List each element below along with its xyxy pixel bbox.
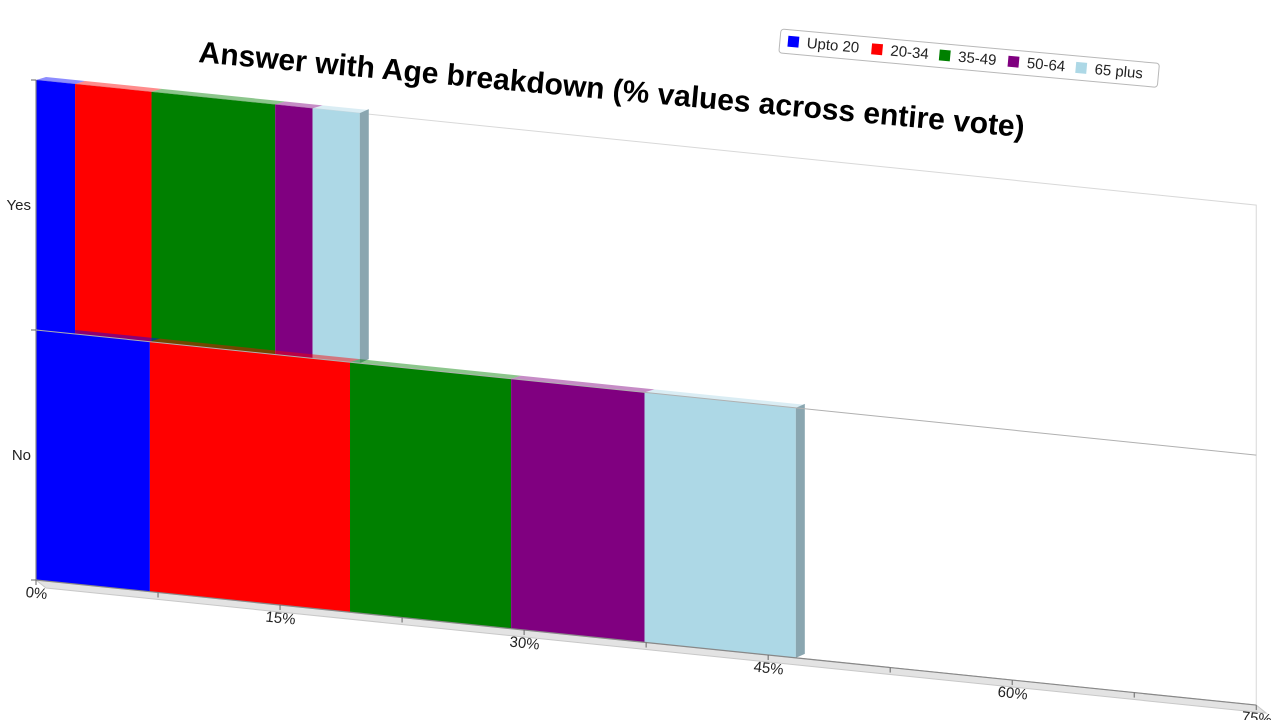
legend-label-50-64: 50-64 [1026,55,1066,75]
bar-top-no-65-plus [644,389,806,408]
bar-top-no-20-34 [149,338,361,363]
legend: Upto 20 20-34 35-49 50-64 65 plus [778,28,1160,88]
legend-label-20-34: 20-34 [890,43,930,63]
bar-no-50-64 [511,378,645,643]
category-divider [35,329,1257,456]
bar-yes-20-34 [75,84,152,342]
category-label-yes: Yes [7,197,31,214]
bar-top-yes-upto-20 [36,77,86,85]
bar-top-no-upto-20 [36,327,160,342]
bar-yes-50-64 [275,104,313,359]
x-tick-label-3: 45% [753,659,785,679]
bar-no-20-34 [149,341,351,613]
bar-no-upto-20 [36,330,150,592]
bar-side-no [795,403,805,658]
legend-label-65-plus: 65 plus [1094,61,1144,82]
x-tick-label-0: 0% [25,584,48,603]
bar-top-yes-50-64 [275,101,323,109]
legend-swatch-35-49 [938,49,951,62]
x-tick-label-4: 60% [997,684,1029,704]
legend-swatch-20-34 [871,43,884,56]
bar-no-65-plus [644,392,796,658]
bar-yes-upto-20 [36,80,76,335]
bar-top-yes-65-plus [312,105,370,114]
legend-label-35-49: 35-49 [957,49,997,69]
legend-swatch-50-64 [1007,55,1020,68]
bar-top-no-35-49 [350,359,522,379]
bar-top-yes-35-49 [151,88,286,105]
bar-side-yes [359,109,369,364]
bar-no-35-49 [350,362,512,629]
x-tick-label-5: 75% [1241,709,1273,720]
bars-group [36,77,806,658]
x-tick-label-2: 30% [509,634,541,654]
bar-yes-35-49 [151,91,276,355]
bar-top-no-50-64 [511,375,655,393]
category-label-no: No [12,447,31,464]
axes-group: Yes No 0% 15% 30% 45% 60% 75% [7,79,1273,720]
legend-swatch-65-plus [1075,61,1088,74]
legend-swatch-upto-20 [787,35,800,48]
bar-top-yes-20-34 [75,81,162,92]
bar-yes-65-plus [312,108,360,364]
legend-label-upto-20: Upto 20 [806,35,860,57]
x-tick-label-1: 15% [265,609,297,629]
